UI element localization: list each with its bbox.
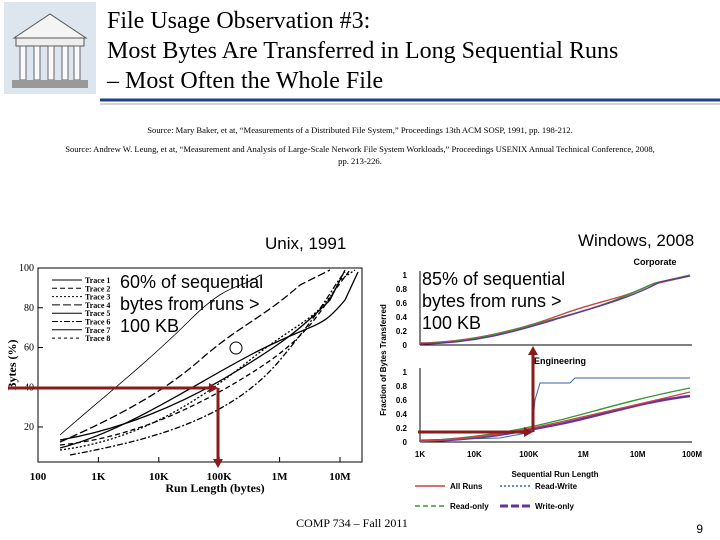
arrow xyxy=(418,346,538,437)
legend-label: Trace 8 xyxy=(85,334,110,343)
y-tick-label: 0.2 xyxy=(396,327,408,336)
y-tick-label: 1 xyxy=(403,271,408,280)
plot-frame xyxy=(37,267,363,463)
y-tick-label: 0.8 xyxy=(396,382,408,391)
title-line: Most Bytes Are Transferred in Long Seque… xyxy=(107,38,618,64)
y-tick-label: 60 xyxy=(24,343,34,354)
annotation: 85% of sequential xyxy=(422,269,565,289)
x-tick-label: 10K xyxy=(149,471,169,483)
x-tick-label: 1M xyxy=(578,450,589,459)
y-tick-label: 0.6 xyxy=(396,299,408,308)
x-tick-label: 100K xyxy=(207,471,233,483)
figure-heading: Unix, 1991 xyxy=(265,234,346,253)
y-tick-label: 0.4 xyxy=(396,410,408,419)
annotation: bytes from runs > xyxy=(422,291,562,311)
x-axis-label: Run Length (bytes) xyxy=(165,481,264,495)
y-tick-label: 0.8 xyxy=(396,285,408,294)
title-line: – Most Often the Whole File xyxy=(106,68,383,94)
x-tick-label: 100K xyxy=(519,450,538,459)
legend-label: Read-only xyxy=(450,502,489,511)
y-tick-label: 0.4 xyxy=(396,313,408,322)
legend-label: Read-Write xyxy=(535,482,578,491)
annotation: 100 KB xyxy=(422,313,481,333)
x-axis-label: Sequential Run Length xyxy=(511,470,598,479)
annotation: 60% of sequential xyxy=(120,272,263,292)
x-tick-label: 1K xyxy=(415,450,425,459)
annotation: bytes from runs > xyxy=(120,294,260,314)
legend-label: All Runs xyxy=(450,482,483,491)
x-tick-label: 10M xyxy=(329,471,351,483)
trace-curves xyxy=(59,269,359,456)
source: pp. 213-226. xyxy=(338,156,382,166)
panel-title: Corporate xyxy=(633,257,676,267)
y-axis-label: Bytes (%) xyxy=(5,340,19,391)
arrow xyxy=(8,383,223,468)
legend-label: Write-only xyxy=(535,502,575,511)
panel-curves xyxy=(419,274,691,443)
legend-label: Trace 3 xyxy=(85,293,110,302)
legend-label: Trace 4 xyxy=(85,301,110,310)
y-axis-label: Fraction of Bytes Transferred xyxy=(379,304,388,416)
y-tick-label: 1 xyxy=(403,368,408,377)
y-tick-label: 0 xyxy=(403,341,408,350)
footer: COMP 734 – Fall 2011 xyxy=(296,516,408,530)
source: Source: Mary Baker, et at, “Measurements… xyxy=(147,125,572,135)
y-tick-label: 0.2 xyxy=(396,424,408,433)
legend-label: Trace 1 xyxy=(85,276,110,285)
x-tick-label: 10M xyxy=(630,450,646,459)
x-tick-label: 100M xyxy=(682,450,702,459)
y-tick-label: 0 xyxy=(403,438,408,447)
y-tick-label: 80 xyxy=(24,303,34,314)
y-tick-label: 0.6 xyxy=(396,396,408,405)
figure-heading: Windows, 2008 xyxy=(578,231,694,250)
y-tick-label: 100 xyxy=(19,263,34,274)
legend-label: Trace 2 xyxy=(85,284,110,293)
source: Source: Andrew W. Leung, et at, “Measure… xyxy=(65,144,655,154)
x-tick-label: 10K xyxy=(467,450,482,459)
legend-label: Trace 6 xyxy=(85,318,110,327)
page-number: 9 xyxy=(696,522,703,536)
marker xyxy=(229,341,243,355)
title-line: File Usage Observation #3: xyxy=(107,8,370,34)
annotation: 100 KB xyxy=(120,316,179,336)
legend-label: Trace 5 xyxy=(85,309,110,318)
x-tick-label: 100 xyxy=(30,471,47,483)
logo xyxy=(4,2,96,94)
x-tick-label: 1M xyxy=(272,471,289,483)
y-tick-label: 20 xyxy=(24,422,34,433)
x-tick-label: 1K xyxy=(91,471,106,483)
legend-label: Trace 7 xyxy=(85,326,110,335)
panel-title: Engineering xyxy=(534,356,586,366)
